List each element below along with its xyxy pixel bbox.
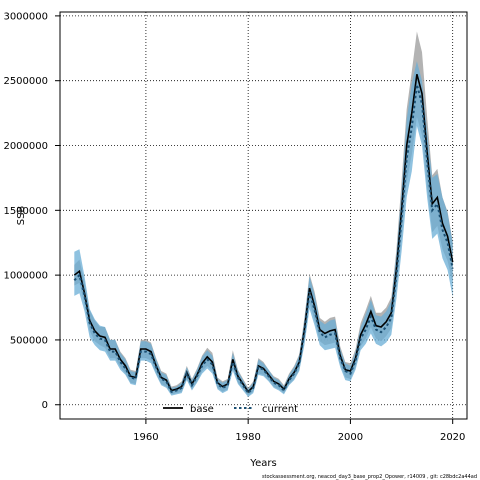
x-axis-title: Years bbox=[249, 458, 276, 469]
x-tick-label: 2020 bbox=[440, 432, 465, 443]
band-base bbox=[74, 31, 453, 396]
y-axis-ticks: 0 500000 1000000 1500000 2000000 2500000 30000… bbox=[3, 11, 60, 411]
y-axis-title: SSB bbox=[16, 206, 27, 226]
x-axis-ticks: 1960 1980 2000 2020 bbox=[133, 419, 465, 443]
line-base bbox=[73, 74, 454, 394]
y-tick-label: 1000000 bbox=[3, 271, 48, 282]
y-tick-label: 2500000 bbox=[3, 76, 48, 87]
line-current bbox=[73, 84, 454, 395]
legend: base current bbox=[163, 404, 298, 415]
series-lines bbox=[73, 74, 454, 395]
band-current bbox=[74, 61, 453, 397]
legend-label-base: base bbox=[190, 404, 214, 415]
confidence-bands bbox=[74, 31, 453, 397]
x-tick-label: 1980 bbox=[235, 432, 260, 443]
y-tick-label: 500000 bbox=[10, 335, 48, 346]
y-tick-label: 1500000 bbox=[3, 206, 48, 217]
y-tick-label: 3000000 bbox=[3, 11, 48, 22]
y-tick-label: 0 bbox=[42, 400, 48, 411]
plot-frame bbox=[59, 11, 468, 420]
legend-label-current: current bbox=[262, 404, 298, 415]
x-tick-label: 1960 bbox=[133, 432, 158, 443]
y-tick-label: 2000000 bbox=[3, 141, 48, 152]
x-tick-label: 2000 bbox=[338, 432, 363, 443]
footer-note: stockassessment.org, neacod_day3_base_pr… bbox=[262, 474, 477, 480]
